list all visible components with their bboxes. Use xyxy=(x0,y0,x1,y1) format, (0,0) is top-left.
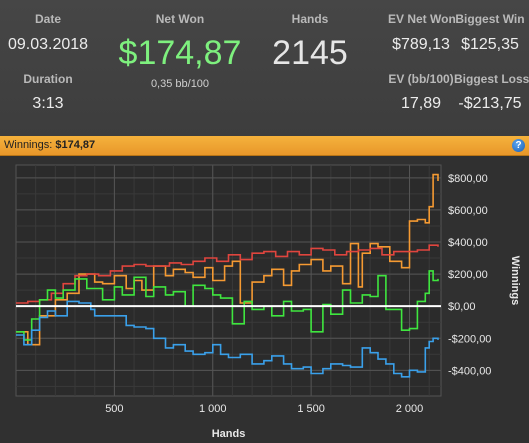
y-tick-label: -$200,00 xyxy=(448,333,491,345)
winnings-chart: $800,00 $600,00 $400,00 $200,00 $0,00 -$200,0… xyxy=(15,164,521,440)
winnings-header-label: Winnings: xyxy=(4,139,53,151)
duration-label: Duration xyxy=(23,72,73,86)
y-tick-label: $800,00 xyxy=(448,173,488,185)
date-label: Date xyxy=(34,12,61,26)
series-line-orange xyxy=(16,173,439,346)
biggest-win-value: $125,35 xyxy=(461,36,519,53)
x-axis-label: Hands xyxy=(212,428,246,440)
session-summary-panel: Date 09.03.2018 Duration 3:13 Net Won $1… xyxy=(0,0,529,136)
ev-net-won-label: EV Net Won xyxy=(388,12,456,26)
y-axis-label: Winnings xyxy=(509,256,521,305)
biggest-loss-label: Biggest Loss xyxy=(454,72,529,86)
winnings-chart-area: $800,00 $600,00 $400,00 $200,00 $0,00 -$200,0… xyxy=(0,156,529,443)
winnings-header-bar: Winnings: $174,87 ? xyxy=(0,136,529,156)
hands-value: 2145 xyxy=(272,34,348,72)
y-tick-label: -$400,00 xyxy=(448,365,491,377)
series-line-blue xyxy=(16,300,439,378)
series-line-green xyxy=(16,270,439,341)
y-tick-label: $200,00 xyxy=(448,269,488,281)
winnings-header-text: Winnings: $174,87 xyxy=(4,139,95,151)
biggest-win-label: Biggest Win xyxy=(455,12,525,26)
x-tick-label: 1 000 xyxy=(199,403,227,415)
help-icon[interactable]: ? xyxy=(512,139,525,152)
date-value: 09.03.2018 xyxy=(7,36,89,53)
y-tick-label: $600,00 xyxy=(448,205,488,217)
winnings-header-value: $174,87 xyxy=(55,139,96,151)
y-tick-label: $0,00 xyxy=(448,301,476,313)
ev-bb-label: EV (bb/100) xyxy=(388,72,454,86)
biggest-loss-value: -$213,75 xyxy=(458,95,522,112)
duration-value: 3:13 xyxy=(32,95,64,112)
net-won-value: $174,87 xyxy=(118,34,242,72)
series-line-red xyxy=(16,244,439,304)
net-won-label: Net Won xyxy=(155,12,205,26)
x-tick-label: 1 500 xyxy=(297,403,325,415)
x-tick-label: 2 000 xyxy=(396,403,424,415)
hands-label: Hands xyxy=(291,12,329,26)
y-tick-label: $400,00 xyxy=(448,237,488,249)
ev-bb-value: 17,89 xyxy=(400,95,442,112)
ev-net-won-value: $789,13 xyxy=(392,36,450,53)
bb-per-100-value: 0,35 bb/100 xyxy=(150,78,210,90)
x-tick-label: 500 xyxy=(105,403,123,415)
